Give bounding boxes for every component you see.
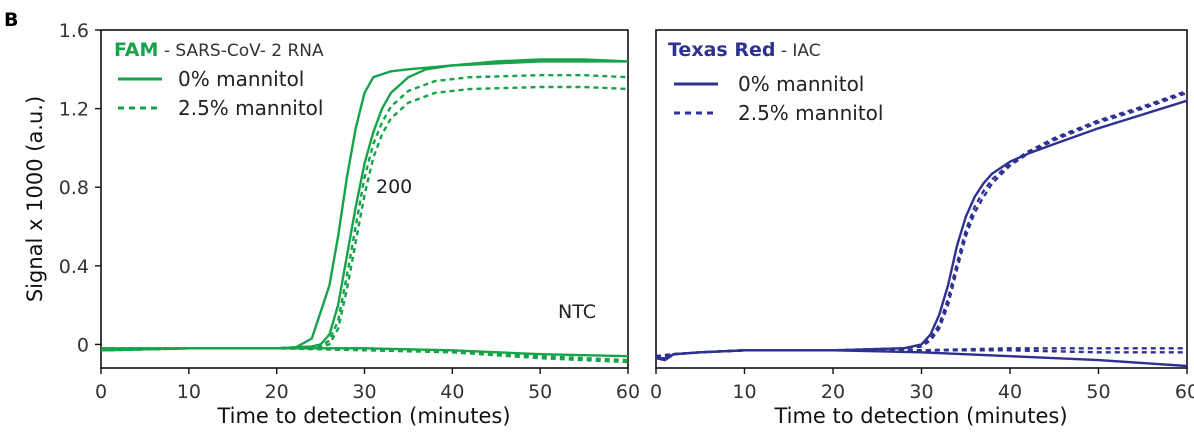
x-tick-label: 40 xyxy=(998,381,1022,403)
x-axis-label: Time to detection (minutes) xyxy=(773,404,1067,428)
tick-group: 0 10 20 30 40 50 60 xyxy=(650,368,1194,403)
series-line-dashed xyxy=(100,74,629,352)
x-tick-label: 30 xyxy=(909,381,933,403)
y-axis-label: Signal x 1000 (a.u.) xyxy=(23,96,47,302)
series-line-solid xyxy=(655,349,1188,368)
chart-panel-fam: 0 10 20 30 40 50 60 0 0.4 0.8 1.2 1.6 Time to detec… xyxy=(23,20,640,428)
legend-item-0pct: 0% mannitol xyxy=(178,67,304,91)
x-tick-label: 60 xyxy=(1175,381,1194,403)
y-tick-label: 1.6 xyxy=(59,20,89,42)
legend-title: Texas Red - IAC xyxy=(668,39,821,61)
legend-item-2-5pct: 2.5% mannitol xyxy=(178,96,323,120)
tick-group: 0 10 20 30 40 50 60 0 0.4 0.8 1.2 1.6 xyxy=(59,20,640,403)
panel-label: B xyxy=(4,9,18,31)
plot-frame xyxy=(655,29,1188,369)
x-tick-label: 0 xyxy=(650,381,662,403)
x-tick-label: 10 xyxy=(732,381,756,403)
legend-title-rest: - SARS-CoV- 2 RNA xyxy=(158,41,324,61)
series-group xyxy=(655,89,1188,368)
annotation-ntc: NTC xyxy=(558,301,596,323)
x-axis-label: Time to detection (minutes) xyxy=(216,404,510,428)
legend-title-bold: Texas Red xyxy=(668,39,775,61)
series-line-dashed xyxy=(100,85,629,352)
x-tick-label: 50 xyxy=(1086,381,1110,403)
x-tick-label: 20 xyxy=(265,381,289,403)
x-tick-label: 0 xyxy=(95,381,107,403)
annotation-200: 200 xyxy=(376,176,412,198)
series-line-dashed xyxy=(100,347,629,362)
x-tick-label: 30 xyxy=(352,381,376,403)
x-tick-label: 20 xyxy=(821,381,845,403)
x-tick-label: 40 xyxy=(440,381,464,403)
series-line-solid xyxy=(100,60,628,352)
series-line-dashed xyxy=(655,91,1188,358)
x-tick-label: 50 xyxy=(528,381,552,403)
y-tick-label: 1.2 xyxy=(59,99,89,121)
legend: FAM - SARS-CoV- 2 RNA 0% mannitol 2.5% m… xyxy=(114,39,324,120)
y-tick-label: 0 xyxy=(77,334,89,356)
legend-item-2-5pct: 2.5% mannitol xyxy=(738,101,883,125)
y-tick-label: 0.4 xyxy=(59,256,89,278)
legend-title: FAM - SARS-CoV- 2 RNA xyxy=(114,39,324,61)
legend-item-0pct: 0% mannitol xyxy=(738,72,864,96)
legend-title-rest: - IAC xyxy=(775,41,820,61)
x-tick-label: 60 xyxy=(616,381,640,403)
legend-title-bold: FAM xyxy=(114,39,158,61)
series-line-dashed xyxy=(101,347,629,364)
series-line-solid xyxy=(656,99,1188,360)
chart-panel-texas-red: 0 10 20 30 40 50 60 Time to detection (minutes… xyxy=(650,29,1194,428)
x-tick-label: 10 xyxy=(177,381,201,403)
y-tick-label: 0.8 xyxy=(59,177,89,199)
series-line-dashed xyxy=(655,89,1188,358)
legend: Texas Red - IAC 0% mannitol 2.5% mannito… xyxy=(668,39,883,125)
series-group xyxy=(100,58,629,364)
